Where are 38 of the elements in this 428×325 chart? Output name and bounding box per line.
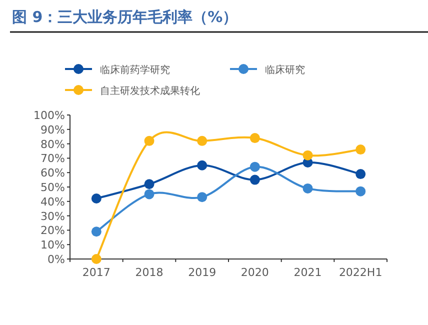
point	[250, 162, 260, 172]
point	[356, 186, 366, 196]
y-tick-label: 0%	[48, 253, 65, 266]
y-tick-label: 100%	[34, 109, 65, 122]
x-tick-label: 2021	[294, 266, 322, 279]
legend-label: 临床前药学研究	[100, 64, 170, 76]
chart-title: 图 9：三大业务历年毛利率（%）	[12, 8, 238, 26]
y-tick-label: 10%	[40, 238, 65, 252]
y-tick-label: 60%	[40, 166, 65, 180]
legend-label: 自主研发技术成果转化	[100, 85, 200, 97]
point	[302, 150, 313, 160]
y-tick-label: 40%	[40, 195, 65, 208]
point	[91, 226, 102, 237]
point	[144, 189, 154, 200]
y-tick-label: 20%	[40, 224, 65, 238]
y-tick-label: 50%	[40, 181, 65, 194]
point	[250, 133, 260, 144]
x-tick-label: 2020	[240, 266, 269, 279]
x-tick-label: 2019	[188, 266, 216, 279]
point	[356, 144, 366, 155]
point	[250, 174, 260, 185]
x-tick-label: 2018	[135, 266, 164, 279]
point	[144, 179, 154, 190]
point	[356, 169, 366, 180]
x-tick-label: 2017	[82, 266, 110, 279]
y-tick-label: 90%	[40, 123, 65, 136]
point	[144, 136, 154, 146]
point	[91, 194, 102, 204]
point	[91, 254, 102, 264]
point	[197, 192, 208, 202]
y-tick-label: 70%	[40, 152, 65, 166]
point	[302, 183, 313, 194]
y-tick-label: 80%	[40, 138, 65, 151]
point	[197, 160, 208, 170]
y-tick-label: 30%	[40, 210, 65, 223]
point	[197, 136, 208, 146]
legend-label: 临床研究	[265, 64, 305, 76]
x-tick-label: 2022H1	[338, 266, 382, 279]
